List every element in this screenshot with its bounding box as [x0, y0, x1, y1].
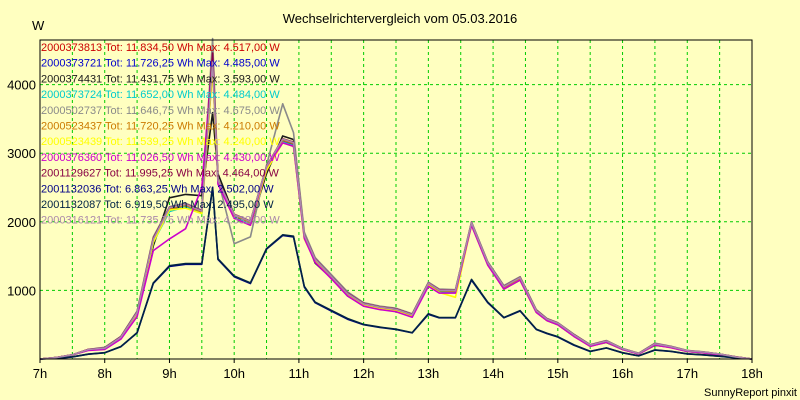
series-line-2000316121: [39, 61, 753, 360]
y-tick-label: 2000: [7, 215, 36, 230]
series-line-2001132087: [39, 187, 753, 360]
series-lines: [39, 37, 753, 360]
y-tick-label: 4000: [7, 78, 36, 93]
legend-entry-2000523439: 2000523439 Tot: 11.539,25 Wh Max: 4.240,…: [41, 136, 280, 148]
legend-entry-2000376360: 2000376360 Tot: 11.026,50 Wh Max: 4.430,…: [41, 152, 280, 164]
y-tick-label: 3000: [7, 146, 36, 161]
legend-entry-2000373721: 2000373721 Tot: 11.726,25 Wh Max: 4.485,…: [41, 58, 280, 70]
x-tick-label: 16h: [612, 366, 634, 381]
x-tick-label: 8h: [97, 366, 111, 381]
x-tick-label: 13h: [418, 366, 440, 381]
legend: 2000373813 Tot: 11.834,50 Wh Max: 4.517,…: [41, 42, 280, 227]
chart-title: Wechselrichtervergleich vom 05.03.2016: [283, 11, 518, 26]
x-tick-label: 17h: [676, 366, 698, 381]
y-axis-unit: W: [32, 18, 45, 33]
x-tick-label: 14h: [482, 366, 504, 381]
x-tick-label: 12h: [353, 366, 375, 381]
legend-entry-2000502737: 2000502737 Tot: 11.646,75 Wh Max: 4.675,…: [41, 105, 280, 117]
plot-frame: [39, 39, 753, 360]
axis-ticks: 1000 2000 3000 4000 7h 8h 9h 10h 11h 12h 13h 14h 15h…: [7, 78, 763, 381]
legend-entry-2000373813: 2000373813 Tot: 11.834,50 Wh Max: 4.517,…: [41, 42, 280, 54]
legend-entry-2000374431: 2000374431 Tot: 11.431,75 Wh Max: 3.593,…: [41, 73, 280, 85]
x-tick-label: 7h: [33, 366, 47, 381]
x-tick-label: 15h: [547, 366, 569, 381]
legend-entry-2001129627: 2001129627 Tot: 11.995,25 Wh Max: 4.464,…: [41, 168, 280, 180]
x-tick-label: 18h: [741, 366, 763, 381]
legend-entry-2000316121: 2000316121 Tot: 11.735,75 Wh Max: 4.332,…: [41, 215, 280, 227]
y-tick-label: 1000: [7, 283, 36, 298]
x-tick-label: 9h: [162, 366, 176, 381]
x-tick-label: 10h: [223, 366, 245, 381]
legend-entry-2001132087: 2001132087 Tot: 6.919,50 Wh Max: 2.495,0…: [41, 199, 274, 211]
x-tick-label: 11h: [289, 366, 310, 381]
legend-entry-2001132036: 2001132036 Tot: 6.863,25 Wh Max: 2.502,0…: [41, 183, 274, 195]
legend-entry-2000373724: 2000373724 Tot: 11.652,00 Wh Max: 4.484,…: [41, 89, 280, 101]
legend-entry-2000523437: 2000523437 Tot: 11.720,25 Wh Max: 4.210,…: [41, 121, 280, 133]
footer-credit: SunnyReport pinxit: [704, 387, 797, 399]
